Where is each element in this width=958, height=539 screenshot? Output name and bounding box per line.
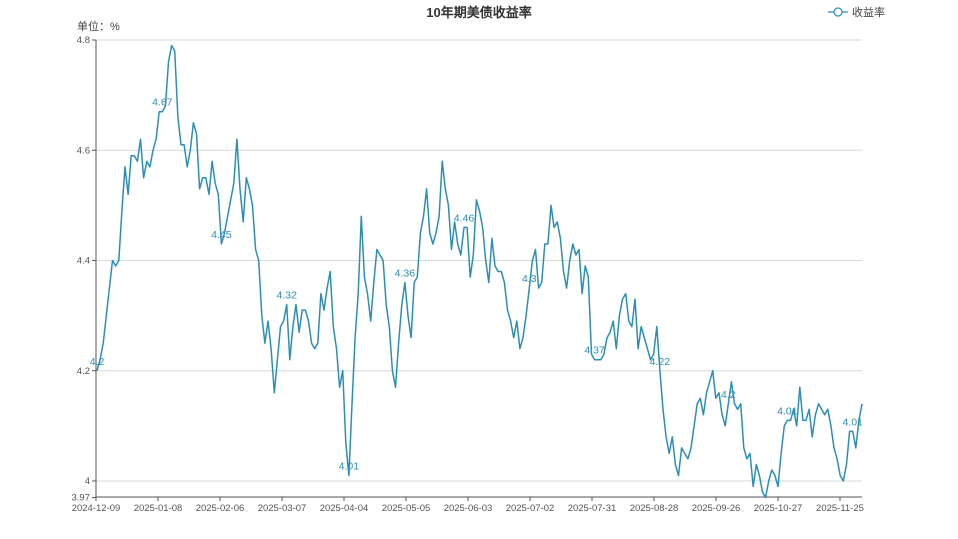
legend-item-yield[interactable]: 收益率	[828, 4, 885, 20]
x-tick-label: 2025-07-02	[506, 503, 555, 514]
x-tick-label: 2025-06-03	[444, 503, 493, 514]
data-label: 4.22	[650, 356, 671, 368]
data-label: 4.2	[721, 389, 736, 401]
x-tick-label: 2025-01-08	[134, 503, 183, 514]
data-label: 4.3	[522, 273, 537, 285]
data-label: 4.46	[454, 212, 475, 224]
y-tick-label: 4	[85, 476, 90, 487]
x-tick-label: 2025-08-28	[630, 503, 679, 514]
legend-line-circle-icon	[828, 7, 848, 17]
data-label: 4.01	[339, 460, 360, 472]
x-tick-label: 2025-07-31	[568, 503, 617, 514]
data-label: 4.37	[584, 345, 605, 357]
data-label: 4.01	[842, 416, 863, 428]
legend-label: 收益率	[852, 7, 885, 19]
x-tick-label: 2025-11-25	[816, 503, 864, 514]
y-axis-unit-label: 单位：%	[77, 21, 120, 33]
x-tick-label: 2025-05-05	[382, 503, 431, 514]
y-tick-label: 4.4	[77, 256, 90, 267]
y-tick-label: 3.97	[72, 493, 91, 504]
y-tick-label: 4.8	[77, 35, 90, 46]
y-tick-label: 4.2	[77, 366, 90, 377]
x-tick-label: 2025-04-04	[320, 503, 369, 514]
data-label: 4.45	[211, 229, 232, 241]
yield-line	[96, 44, 863, 499]
data-label: 4.01	[777, 405, 798, 417]
chart-title: 10年期美债收益率	[426, 5, 532, 20]
data-label: 4.2	[90, 356, 105, 368]
data-label: 4.32	[276, 290, 297, 302]
y-tick-label: 4.6	[77, 145, 90, 156]
x-tick-label: 2025-09-26	[692, 503, 741, 514]
data-label: 4.67	[152, 97, 173, 109]
x-tick-label: 2025-03-07	[258, 503, 307, 514]
data-label: 4.36	[395, 268, 416, 280]
x-tick-label: 2025-10-27	[754, 503, 803, 514]
x-tick-label: 2024-12-09	[72, 503, 121, 514]
x-tick-label: 2025-02-06	[196, 503, 245, 514]
